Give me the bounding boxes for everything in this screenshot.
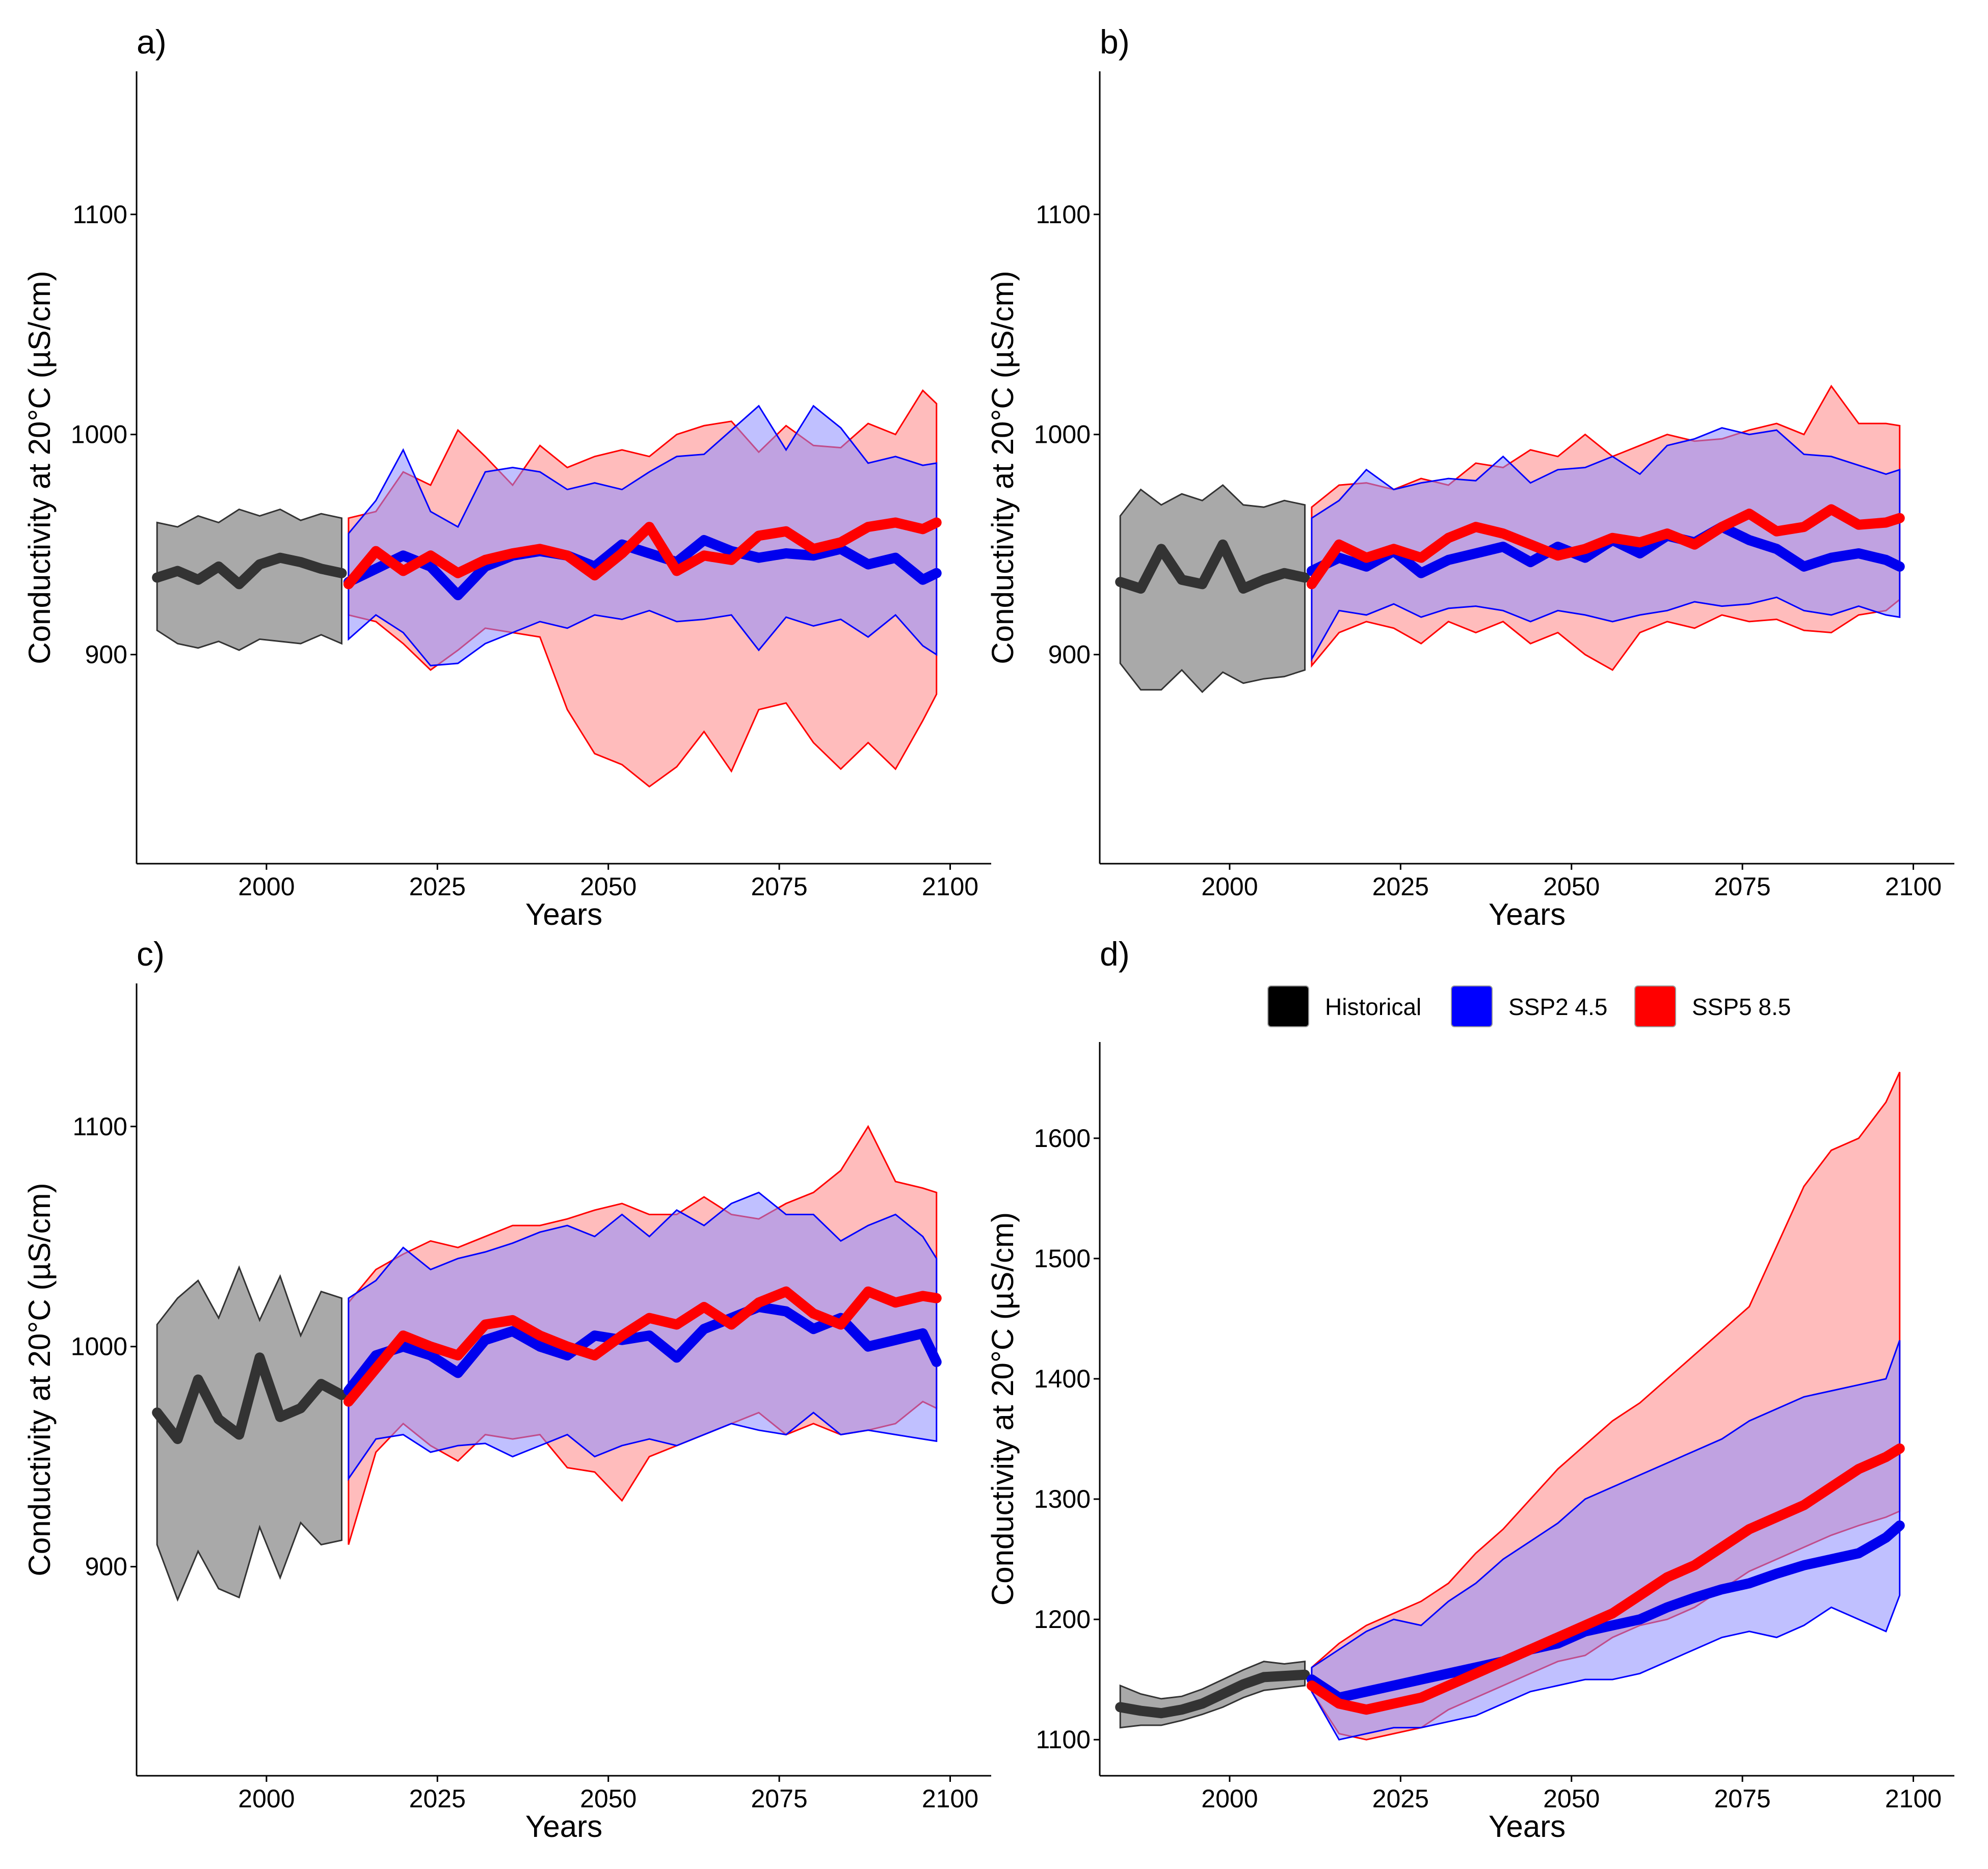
series-line-ssp245	[343, 1302, 942, 1396]
band-historical	[1119, 484, 1306, 693]
y-tick-label: 1000	[71, 420, 127, 449]
legend-label-ssp585: SSP5 8.5	[1692, 994, 1791, 1020]
series-line-historical	[1115, 539, 1310, 594]
y-tick-label: 1200	[1034, 1605, 1091, 1634]
x-axis-title: Years	[1489, 897, 1566, 931]
legend: Historical SSP2 4.5 SSP5 8.5	[1267, 985, 1791, 1027]
legend-key-historical	[1267, 985, 1309, 1027]
x-axis-title: Years	[525, 1809, 602, 1844]
band-historical	[156, 1265, 342, 1602]
x-tick-label: 2000	[238, 1784, 295, 1813]
legend-key-ssp245	[1451, 985, 1493, 1027]
panel-4: 2000 2025 2050 2075 2100 1100 1200 1300 1400 1500…	[986, 935, 1954, 1844]
band-ssp245	[1311, 1340, 1901, 1741]
x-tick-label: 2025	[409, 1784, 466, 1813]
series-line-historical	[152, 1352, 347, 1445]
x-tick-label: 2050	[1543, 1784, 1600, 1813]
y-tick-label: 900	[85, 1553, 127, 1581]
y-axis-title: Conductivity at 20°C (µS/cm)	[22, 1183, 57, 1576]
y-tick-label: 1500	[1034, 1244, 1091, 1273]
y-tick-label: 1000	[1034, 420, 1091, 449]
series-line-ssp585	[1306, 1443, 1905, 1715]
x-tick-label: 2025	[1372, 872, 1429, 901]
series-line-historical	[1115, 1669, 1310, 1719]
panel-3: 2000 2025 2050 2075 2100 900 1000 1100 Years Cond…	[22, 935, 991, 1844]
y-axis-title: Conductivity at 20°C (µS/cm)	[22, 271, 57, 664]
x-tick-label: 2050	[580, 1784, 637, 1813]
y-tick-label: 1100	[1036, 200, 1091, 229]
y-tick-label: 900	[85, 640, 127, 669]
y-tick-label: 1300	[1034, 1485, 1091, 1513]
series-line-historical	[152, 552, 347, 590]
x-tick-label: 2075	[1714, 872, 1770, 901]
x-tick-label: 2000	[1201, 1784, 1258, 1813]
x-tick-label: 2025	[1372, 1784, 1429, 1813]
series-line-ssp585	[343, 517, 942, 590]
y-axis-title: Conductivity at 20°C (µS/cm)	[986, 1212, 1020, 1606]
x-tick-label: 2100	[1885, 1784, 1942, 1813]
x-axis-title: Years	[525, 897, 602, 931]
legend-label-historical: Historical	[1325, 994, 1421, 1020]
x-tick-label: 2050	[1543, 872, 1600, 901]
panel-label: a)	[137, 23, 167, 61]
legend-key-ssp585	[1634, 985, 1676, 1027]
x-tick-label: 2075	[1714, 1784, 1770, 1813]
series-line-ssp245	[343, 535, 942, 600]
panel-2: 2000 2025 2050 2075 2100 900 1000 1100 Years Cond…	[986, 23, 1954, 931]
x-tick-label: 2100	[922, 1784, 978, 1813]
y-tick-label: 1000	[71, 1332, 127, 1361]
x-tick-label: 2025	[409, 872, 466, 901]
y-tick-label: 1600	[1034, 1124, 1091, 1153]
panel-label: c)	[137, 935, 165, 973]
panel-label: b)	[1100, 23, 1130, 61]
y-tick-label: 900	[1048, 640, 1091, 669]
series-line-ssp245	[1306, 1520, 1905, 1703]
x-tick-label: 2050	[580, 872, 637, 901]
x-tick-label: 2000	[1201, 872, 1258, 901]
panel-label: d)	[1100, 935, 1130, 973]
y-tick-label: 1400	[1034, 1365, 1091, 1393]
y-tick-label: 1100	[1036, 1725, 1091, 1754]
legend-label-ssp245: SSP2 4.5	[1508, 994, 1607, 1020]
y-tick-label: 1100	[72, 200, 127, 229]
x-axis-title: Years	[1489, 1809, 1566, 1844]
x-tick-label: 2075	[751, 872, 807, 901]
x-tick-label: 2075	[751, 1784, 807, 1813]
x-tick-label: 2100	[922, 872, 978, 901]
y-axis-title: Conductivity at 20°C (µS/cm)	[986, 271, 1020, 664]
series-line-ssp585	[343, 1286, 942, 1407]
x-tick-label: 2000	[238, 872, 295, 901]
series-line-ssp585	[1306, 504, 1905, 590]
x-tick-label: 2100	[1885, 872, 1942, 901]
y-tick-label: 1100	[72, 1112, 127, 1141]
panel-1: 2000 2025 2050 2075 2100 900 1000 1100 Years Cond…	[22, 23, 991, 931]
